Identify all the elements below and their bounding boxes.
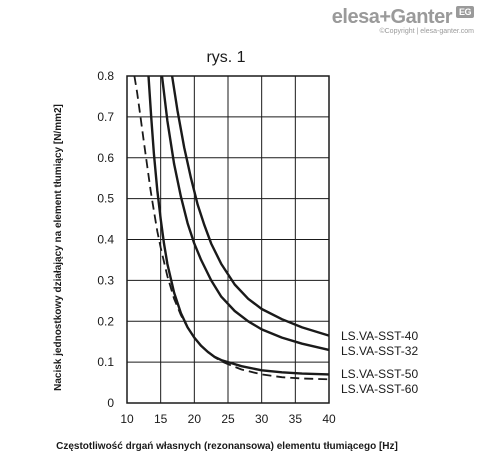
x-axis-label: Częstotliwość drgań własnych (rezonansow…: [56, 441, 398, 452]
chart-title: rys. 1: [206, 49, 245, 66]
y-tick-label: 0: [107, 396, 114, 410]
brand-badge: EG: [455, 6, 474, 18]
y-tick-label: 0.1: [97, 355, 114, 369]
x-tick-labels: 10 15 20 25 30 35 40: [120, 412, 336, 426]
brand-block: elesa+Ganter EG ©Copyright | elesa-ganter…: [332, 6, 474, 35]
series-label: LS.VA-SST-32: [341, 344, 418, 358]
series-label: LS.VA-SST-60: [341, 382, 418, 396]
y-tick-label: 0.5: [97, 192, 114, 206]
y-tick-label: 0.8: [97, 69, 114, 83]
x-tick-label: 15: [154, 412, 168, 426]
series-label: LS.VA-SST-40: [341, 329, 418, 343]
series-line-ls-va-sst-40: [170, 75, 330, 337]
y-tick-label: 0.2: [97, 314, 114, 328]
y-tick-label: 0.7: [97, 110, 114, 124]
plot-frame: [126, 75, 330, 404]
x-tick-label: 30: [255, 412, 269, 426]
x-tick-label: 20: [188, 412, 202, 426]
y-tick-labels: 0 0.1 0.2 0.3 0.4 0.5 0.6 0.7 0.8: [97, 69, 114, 410]
grid: [126, 75, 330, 404]
y-tick-label: 0.6: [97, 151, 114, 165]
brand-copyright: ©Copyright | elesa-ganter.com: [379, 28, 474, 35]
brand-logo: elesa+Ganter EG: [332, 6, 474, 29]
series-line-ls-va-sst-60: [133, 75, 330, 381]
y-tick-label: 0.4: [97, 233, 114, 247]
y-axis-label: Nacisk jednostkowy działający na element…: [53, 104, 64, 391]
series-line-ls-va-sst-50: [147, 75, 330, 376]
series-lines: [133, 75, 330, 381]
x-tick-label: 35: [289, 412, 303, 426]
x-tick-label: 40: [322, 412, 336, 426]
x-tick-label: 10: [120, 412, 134, 426]
series-label: LS.VA-SST-50: [341, 367, 418, 381]
x-tick-label: 25: [221, 412, 235, 426]
series-line-ls-va-sst-32: [160, 75, 330, 352]
y-tick-label: 0.3: [97, 273, 114, 287]
